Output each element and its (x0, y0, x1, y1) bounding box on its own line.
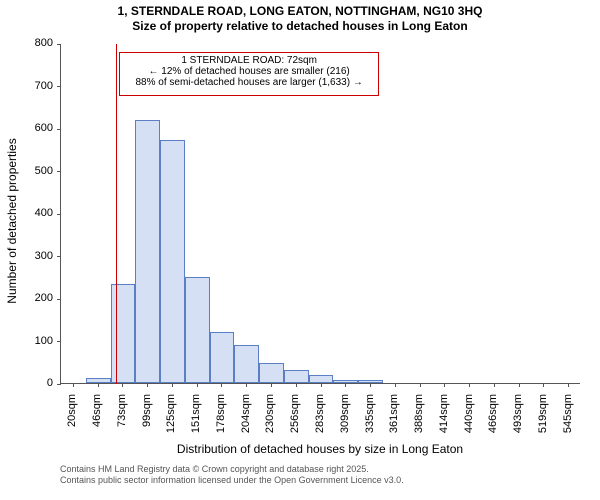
x-tick-label: 283sqm (314, 394, 326, 454)
x-tick (568, 383, 569, 387)
title-line-2: Size of property relative to detached ho… (0, 19, 600, 34)
x-tick (345, 383, 346, 387)
y-tick-label: 400 (35, 207, 53, 219)
x-tick-label: 256sqm (289, 394, 301, 454)
y-tick-label: 500 (35, 165, 53, 177)
x-tick (543, 383, 544, 387)
y-tick (57, 129, 61, 130)
x-tick (494, 383, 495, 387)
histogram-bar (160, 140, 185, 383)
x-tick-label: 440sqm (463, 394, 475, 454)
y-tick-label: 200 (35, 292, 53, 304)
x-tick (395, 383, 396, 387)
x-tick-label: 493sqm (512, 394, 524, 454)
histogram-bar (210, 332, 235, 383)
x-tick (271, 383, 272, 387)
property-marker-line (116, 44, 117, 384)
y-tick (57, 341, 61, 342)
y-tick (57, 256, 61, 257)
x-tick (321, 383, 322, 387)
x-tick-label: 99sqm (141, 394, 153, 454)
x-tick (122, 383, 123, 387)
x-tick (246, 383, 247, 387)
attribution-text: Contains HM Land Registry data © Crown c… (60, 464, 404, 487)
x-tick (172, 383, 173, 387)
x-tick (444, 383, 445, 387)
plot-area: 01002003004005006007008001 STERNDALE ROA… (60, 44, 580, 384)
x-tick (370, 383, 371, 387)
histogram-bar (259, 363, 284, 383)
x-tick (469, 383, 470, 387)
x-tick (147, 383, 148, 387)
attribution-line-2: Contains public sector information licen… (60, 475, 404, 486)
x-tick-label: 414sqm (438, 394, 450, 454)
x-tick-label: 230sqm (264, 394, 276, 454)
x-tick-label: 545sqm (562, 394, 574, 454)
y-tick (57, 171, 61, 172)
y-tick-label: 300 (35, 250, 53, 262)
histogram-bar (135, 120, 160, 383)
x-tick (98, 383, 99, 387)
y-tick-label: 0 (47, 377, 53, 389)
title-line-1: 1, STERNDALE ROAD, LONG EATON, NOTTINGHA… (0, 4, 600, 19)
x-tick (197, 383, 198, 387)
x-tick-label: 309sqm (339, 394, 351, 454)
y-tick (57, 86, 61, 87)
histogram-bar (185, 277, 210, 383)
y-tick-label: 700 (35, 80, 53, 92)
y-axis-label: Number of detached properties (5, 51, 19, 391)
y-tick-label: 800 (35, 37, 53, 49)
y-tick (57, 299, 61, 300)
annotation-line: ← 12% of detached houses are smaller (21… (124, 66, 374, 77)
histogram-bar (234, 345, 259, 383)
y-tick-label: 600 (35, 122, 53, 134)
x-tick-label: 178sqm (215, 394, 227, 454)
annotation-box: 1 STERNDALE ROAD: 72sqm← 12% of detached… (119, 52, 379, 96)
x-tick-label: 466sqm (487, 394, 499, 454)
y-tick (57, 214, 61, 215)
x-tick-label: 519sqm (537, 394, 549, 454)
histogram-bar (309, 375, 334, 383)
annotation-line: 88% of semi-detached houses are larger (… (124, 77, 374, 88)
histogram-bar (111, 284, 136, 383)
x-tick (296, 383, 297, 387)
x-tick-label: 125sqm (165, 394, 177, 454)
x-tick (420, 383, 421, 387)
y-tick (57, 44, 61, 45)
histogram-bar (284, 370, 309, 383)
y-tick-label: 100 (35, 335, 53, 347)
y-tick (57, 384, 61, 385)
attribution-line-1: Contains HM Land Registry data © Crown c… (60, 464, 404, 475)
x-tick-label: 151sqm (190, 394, 202, 454)
x-tick-label: 46sqm (91, 394, 103, 454)
x-tick (519, 383, 520, 387)
x-tick-label: 73sqm (116, 394, 128, 454)
x-tick-label: 361sqm (388, 394, 400, 454)
x-tick (73, 383, 74, 387)
x-tick (221, 383, 222, 387)
x-tick-label: 335sqm (364, 394, 376, 454)
x-tick-label: 388sqm (413, 394, 425, 454)
x-tick-label: 204sqm (240, 394, 252, 454)
x-tick-label: 20sqm (66, 394, 78, 454)
chart-title: 1, STERNDALE ROAD, LONG EATON, NOTTINGHA… (0, 4, 600, 34)
annotation-line: 1 STERNDALE ROAD: 72sqm (124, 55, 374, 66)
